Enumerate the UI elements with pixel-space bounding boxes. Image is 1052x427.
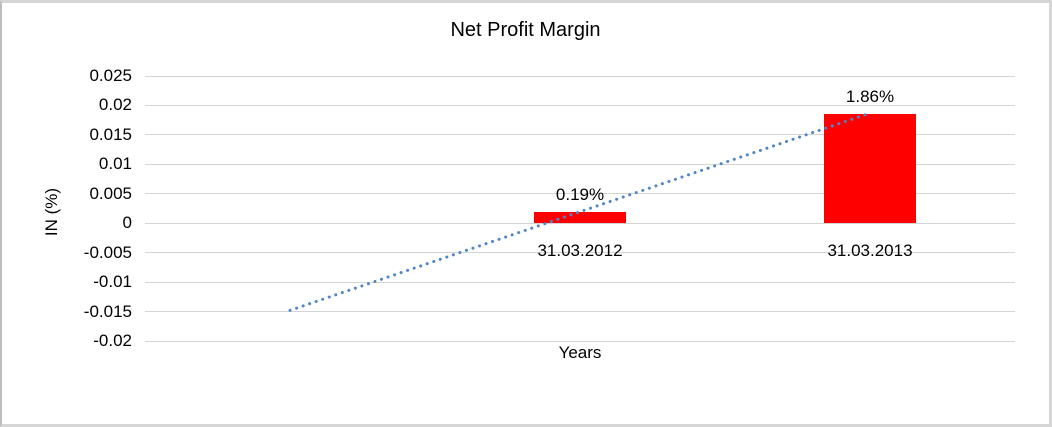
x-category-label: 31.03.2012: [537, 241, 623, 261]
bar: [824, 113, 916, 224]
y-tick-label: 0: [122, 213, 132, 233]
y-tick-label: 0.01: [98, 154, 132, 174]
y-tick-label: 0.005: [89, 183, 132, 203]
gridline: [145, 104, 1015, 106]
y-tick-label: -0.005: [83, 242, 132, 262]
y-tick-label: 0.02: [98, 95, 132, 115]
y-tick-label: 0.025: [89, 66, 132, 85]
x-axis-title: Years: [558, 343, 602, 362]
x-category-label: 31.03.2013: [827, 241, 913, 261]
chart-title: Net Profit Margin: [450, 19, 601, 41]
y-tick-label: -0.02: [93, 331, 132, 350]
bar-data-label: 0.19%: [555, 185, 605, 205]
gridline: [145, 75, 1015, 77]
gridline: [145, 311, 1015, 313]
y-tick-label: 0.015: [89, 124, 132, 144]
gridline: [145, 281, 1015, 283]
y-tick-label: -0.01: [93, 272, 132, 292]
gridline: [145, 340, 1015, 342]
bar: [534, 212, 626, 224]
bar-data-label: 1.86%: [845, 86, 895, 106]
y-tick-label: -0.015: [83, 301, 132, 321]
